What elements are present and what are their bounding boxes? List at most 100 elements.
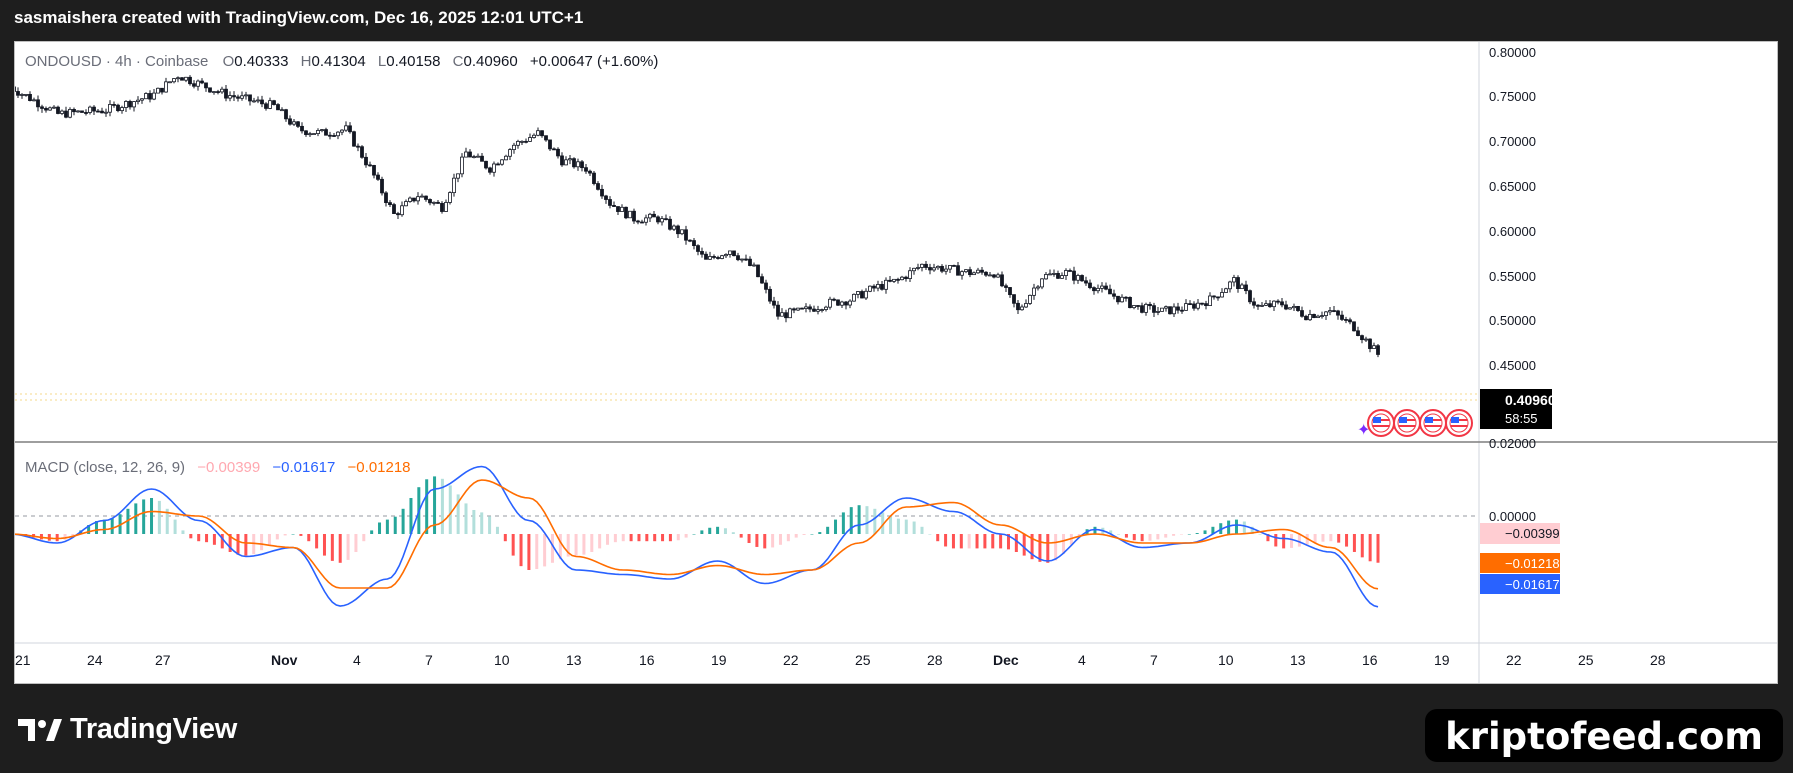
macd-histogram-bar — [55, 534, 59, 542]
symbol-legend[interactable]: ONDOUSD · 4h · Coinbase O0.40333 H0.4130… — [25, 53, 658, 70]
macd-histogram-bar — [1329, 534, 1333, 542]
macd-histogram-bar — [527, 534, 531, 570]
change-value: +0.00647 (+1.60%) — [530, 53, 658, 70]
candle-up — [960, 271, 964, 276]
candle-up — [1156, 311, 1160, 313]
event-markers[interactable]: ✦ — [1357, 409, 1473, 439]
candle-up — [292, 121, 296, 125]
candle-down — [1312, 313, 1316, 319]
candle-up — [120, 107, 124, 112]
candle-up — [576, 161, 580, 168]
macd-histogram-bar — [928, 534, 932, 535]
candle-up — [920, 263, 924, 268]
macd-histogram-bar — [1234, 519, 1238, 534]
candle-down — [1336, 310, 1340, 316]
tradingview-wordmark: TradingView — [70, 713, 237, 745]
macd-histogram-bar — [401, 508, 405, 534]
candle-up — [1096, 287, 1100, 292]
candle-up — [1184, 303, 1188, 311]
macd-histogram-bar — [1077, 534, 1081, 536]
high-value: 0.41304 — [312, 53, 366, 70]
candle-up — [816, 309, 820, 312]
candle-down — [1236, 277, 1240, 290]
candle-up — [88, 106, 92, 113]
candle-up — [1264, 303, 1268, 306]
candle-down — [484, 160, 488, 169]
candle-down — [424, 195, 428, 200]
candle-down — [396, 213, 400, 216]
macd-histogram-bar — [228, 534, 232, 552]
chart-svg[interactable]: ONDOUSD · 4h · Coinbase O0.40333 H0.4130… — [15, 42, 1777, 683]
candle-up — [24, 94, 28, 96]
macd-histogram-bar — [205, 534, 209, 543]
candle-down — [836, 299, 840, 306]
macd-histogram-bar — [723, 528, 727, 534]
candle-down — [984, 271, 988, 276]
macd-histogram-bar — [291, 534, 295, 535]
macd-hist-value: −0.00399 — [197, 459, 260, 476]
macd-histogram-bar — [778, 534, 782, 545]
candle-down — [440, 203, 444, 212]
macd-histogram-bar — [598, 534, 602, 549]
candle-down — [688, 239, 692, 242]
macd-histogram-bar — [456, 494, 460, 534]
candle-up — [948, 265, 952, 270]
candle-up — [432, 201, 436, 204]
tradingview-logo[interactable]: TradingView — [18, 713, 237, 746]
macd-histogram-bar — [912, 521, 916, 534]
candle-down — [388, 202, 392, 205]
candle-up — [868, 285, 872, 292]
time-tick: 28 — [927, 652, 943, 668]
candle-up — [1052, 273, 1056, 275]
candle-up — [268, 100, 272, 109]
candle-up — [228, 95, 232, 99]
candle-up — [60, 110, 64, 114]
candle-down — [304, 130, 308, 135]
macd-histogram-group — [16, 476, 1380, 570]
macd-histogram-bar — [87, 525, 91, 534]
low-value: 0.40158 — [386, 53, 440, 70]
candle-down — [692, 240, 696, 247]
candle-up — [1316, 315, 1320, 319]
candle-down — [800, 307, 804, 310]
candle-down — [604, 195, 608, 200]
candle-down — [540, 130, 544, 137]
candle-up — [240, 95, 244, 99]
macd-histogram-bar — [668, 534, 672, 542]
candle-down — [1360, 335, 1364, 341]
chart-area[interactable]: ONDOUSD · 4h · Coinbase O0.40333 H0.4130… — [14, 41, 1778, 684]
price-tick: 0.70000 — [1489, 134, 1536, 149]
candle-down — [744, 258, 748, 261]
macd-histogram-bar — [63, 534, 67, 540]
candle-down — [1376, 345, 1380, 355]
candle-down — [1136, 305, 1140, 307]
macd-histogram-bar — [181, 530, 185, 534]
candle-up — [104, 111, 108, 114]
candle-up — [1036, 286, 1040, 289]
candle-down — [328, 134, 332, 137]
time-tick: 19 — [1434, 652, 1450, 668]
price-tick: 0.55000 — [1489, 269, 1536, 284]
macd-legend[interactable]: MACD (close, 12, 26, 9) −0.00399 −0.0161… — [25, 459, 411, 476]
macd-histogram-bar — [951, 534, 955, 549]
macd-histogram-bar — [425, 479, 429, 534]
candle-down — [940, 265, 944, 272]
candle-down — [560, 155, 564, 166]
macd-histogram-bar — [1030, 534, 1034, 560]
candle-down — [1004, 285, 1008, 288]
macd-histogram-bar — [967, 534, 971, 549]
candle-down — [640, 221, 644, 224]
macd-histogram-bar — [519, 534, 523, 567]
candle-down — [1296, 305, 1300, 311]
macd-histogram-bar — [1179, 534, 1183, 535]
candle-up — [76, 110, 80, 113]
candle-down — [760, 276, 764, 284]
candle-up — [400, 205, 404, 216]
macd-histogram-bar — [566, 534, 570, 557]
macd-histogram-bar — [448, 485, 452, 534]
candle-down — [1124, 296, 1128, 299]
candle-down — [1056, 273, 1060, 279]
candle-down — [992, 274, 996, 278]
candle-down — [1348, 319, 1352, 323]
macd-histogram-bar — [267, 534, 271, 545]
